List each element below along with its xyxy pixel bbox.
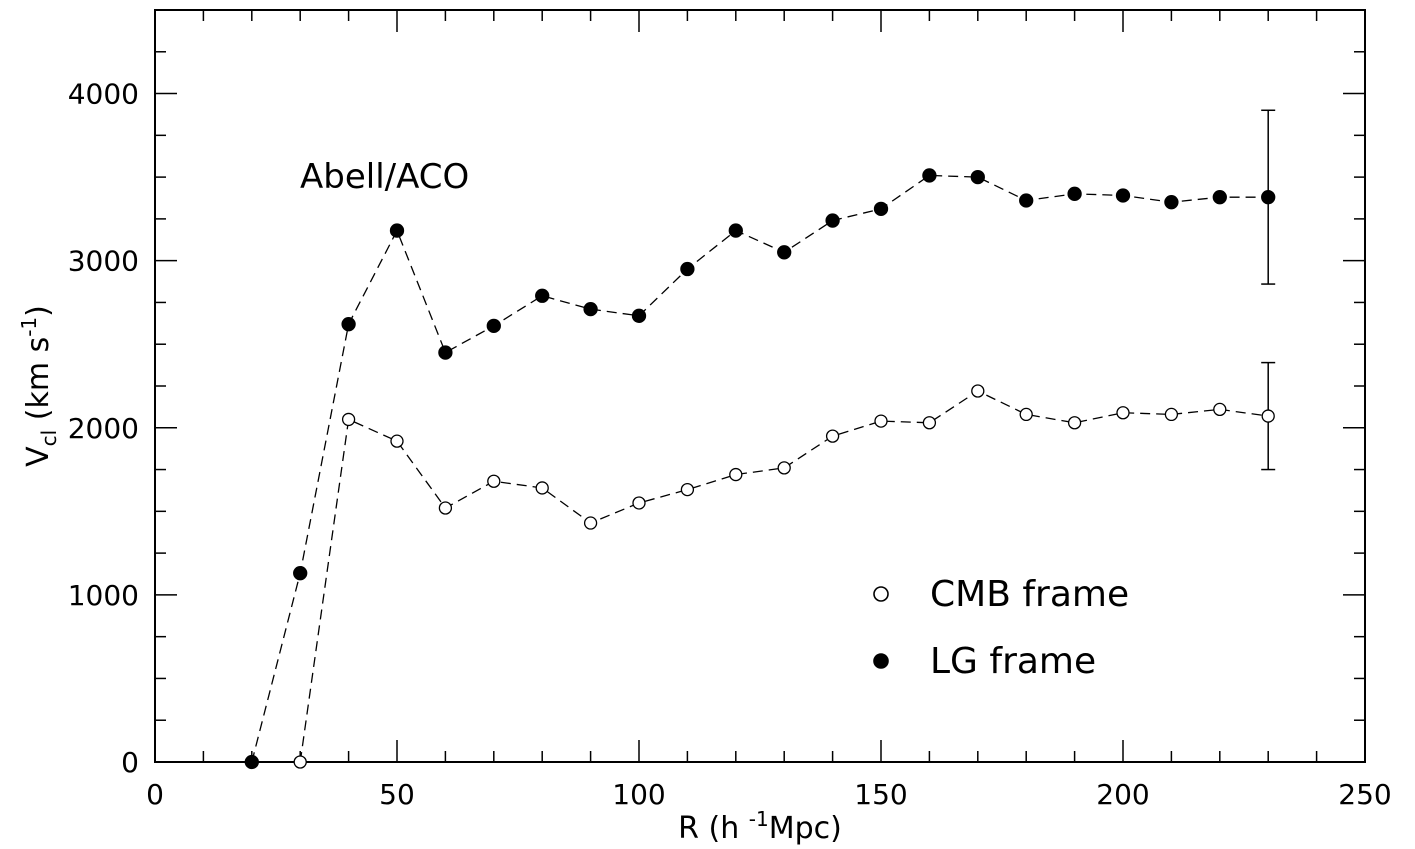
data-point-series-1 xyxy=(633,309,646,322)
x-axis-label: R (h -1Mpc) xyxy=(678,807,842,846)
data-point-series-1 xyxy=(536,289,549,302)
legend-marker-cmb xyxy=(874,587,888,601)
data-point-series-0 xyxy=(1020,408,1032,420)
data-point-series-1 xyxy=(875,202,888,215)
data-point-series-1 xyxy=(729,224,742,237)
data-point-series-0 xyxy=(681,484,693,496)
data-point-series-0 xyxy=(827,430,839,442)
x-tick-label: 0 xyxy=(146,778,164,811)
data-point-series-0 xyxy=(536,482,548,494)
y-tick-label: 1000 xyxy=(68,579,139,612)
series-lines xyxy=(252,175,1268,762)
data-point-series-1 xyxy=(294,567,307,580)
legend: CMB frame LG frame xyxy=(874,574,1129,682)
data-point-series-0 xyxy=(923,417,935,429)
legend-label-lg: LG frame xyxy=(930,641,1096,682)
data-point-series-0 xyxy=(972,385,984,397)
data-point-series-1 xyxy=(1165,196,1178,209)
y-axis-label: Vcl (km s-1) xyxy=(17,305,61,467)
data-point-series-1 xyxy=(1020,194,1033,207)
y-tick-label: 0 xyxy=(121,746,139,779)
legend-marker-lg xyxy=(874,654,888,668)
y-tick-label: 3000 xyxy=(68,245,139,278)
series-line-1 xyxy=(252,175,1268,762)
data-point-series-1 xyxy=(391,224,404,237)
data-point-series-1 xyxy=(1117,189,1130,202)
data-point-series-1 xyxy=(439,346,452,359)
data-point-series-0 xyxy=(1165,408,1177,420)
data-point-series-0 xyxy=(1069,417,1081,429)
y-tick-label: 2000 xyxy=(68,412,139,445)
data-point-series-0 xyxy=(585,517,597,529)
data-point-series-0 xyxy=(875,415,887,427)
data-point-series-0 xyxy=(1214,403,1226,415)
data-point-series-1 xyxy=(971,171,984,184)
data-point-series-0 xyxy=(1262,410,1274,422)
data-point-series-0 xyxy=(730,469,742,481)
data-point-series-1 xyxy=(584,303,597,316)
x-tick-label: 250 xyxy=(1338,778,1391,811)
data-point-series-1 xyxy=(1262,191,1275,204)
data-point-series-0 xyxy=(633,497,645,509)
data-point-series-0 xyxy=(778,462,790,474)
x-tick-label: 50 xyxy=(379,778,415,811)
data-point-series-1 xyxy=(342,318,355,331)
data-point-series-1 xyxy=(487,319,500,332)
data-point-series-0 xyxy=(488,475,500,487)
data-point-series-1 xyxy=(681,263,694,276)
data-point-series-1 xyxy=(1213,191,1226,204)
data-point-series-1 xyxy=(923,169,936,182)
data-markers xyxy=(245,169,1274,769)
y-tick-label: 4000 xyxy=(68,78,139,111)
x-tick-label: 150 xyxy=(854,778,907,811)
x-tick-label: 200 xyxy=(1096,778,1149,811)
data-point-series-1 xyxy=(778,246,791,259)
legend-label-cmb: CMB frame xyxy=(930,574,1129,615)
annotation-abell-aco: Abell/ACO xyxy=(300,157,469,197)
data-point-series-0 xyxy=(391,435,403,447)
x-tick-label: 100 xyxy=(612,778,665,811)
data-point-series-0 xyxy=(343,413,355,425)
data-point-series-1 xyxy=(245,756,258,769)
axis-tick-labels: 0 50 100 150 200 250 0 1000 2000 3000 4000 xyxy=(68,78,1392,811)
data-point-series-1 xyxy=(826,214,839,227)
data-point-series-0 xyxy=(294,756,306,768)
data-point-series-0 xyxy=(1117,407,1129,419)
data-point-series-1 xyxy=(1068,187,1081,200)
data-point-series-0 xyxy=(439,502,451,514)
